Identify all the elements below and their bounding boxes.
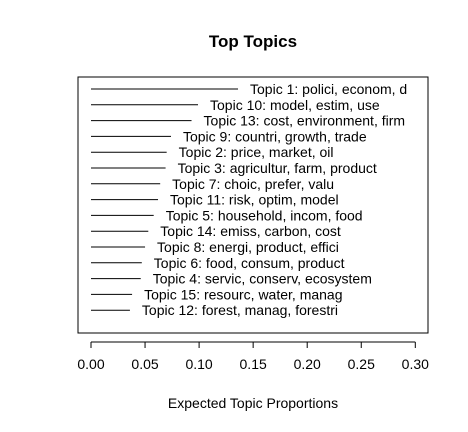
x-tick-label: 0.20: [294, 356, 321, 372]
topic-label: Topic 1: polici, econom, d: [250, 81, 407, 97]
topic-label: Topic 13: cost, environment, firm: [204, 113, 406, 129]
topic-label: Topic 3: agricultur, farm, product: [178, 160, 377, 176]
topic-label: Topic 11: risk, optim, model: [170, 192, 339, 208]
x-axis: 0.00 0.05 0.10 0.15 0.20 0.25 0.30: [77, 341, 429, 372]
topic-label: Topic 7: choic, prefer, valu: [172, 176, 334, 192]
x-tick-label: 0.30: [402, 356, 429, 372]
x-tick-label: 0.25: [348, 356, 375, 372]
topic-label: Topic 15: resourc, water, manag: [144, 286, 342, 302]
x-tick-label: 0.00: [77, 356, 104, 372]
topic-label: Topic 2: price, market, oil: [179, 144, 334, 160]
x-tick-label: 0.05: [131, 356, 158, 372]
x-tick-label: 0.15: [240, 356, 267, 372]
plot-frame: [77, 76, 429, 334]
topic-bars: [91, 88, 239, 311]
topic-label: Topic 12: forest, manag, forestri: [142, 302, 338, 318]
chart-title: Top Topics: [209, 32, 297, 51]
topic-label: Topic 5: household, incom, food: [166, 207, 363, 223]
topic-label: Topic 6: food, consum, product: [154, 255, 345, 271]
topic-label: Topic 4: servic, conserv, ecosystem: [153, 271, 372, 287]
x-tick-label: 0.10: [185, 356, 212, 372]
topic-label: Topic 10: model, estim, use: [210, 97, 380, 113]
topic-label: Topic 9: countri, growth, trade: [183, 128, 367, 144]
x-axis-label: Expected Topic Proportions: [168, 395, 338, 411]
topic-label: Topic 14: emiss, carbon, cost: [160, 223, 341, 239]
topic-label: Topic 8: energi, product, effici: [157, 239, 339, 255]
